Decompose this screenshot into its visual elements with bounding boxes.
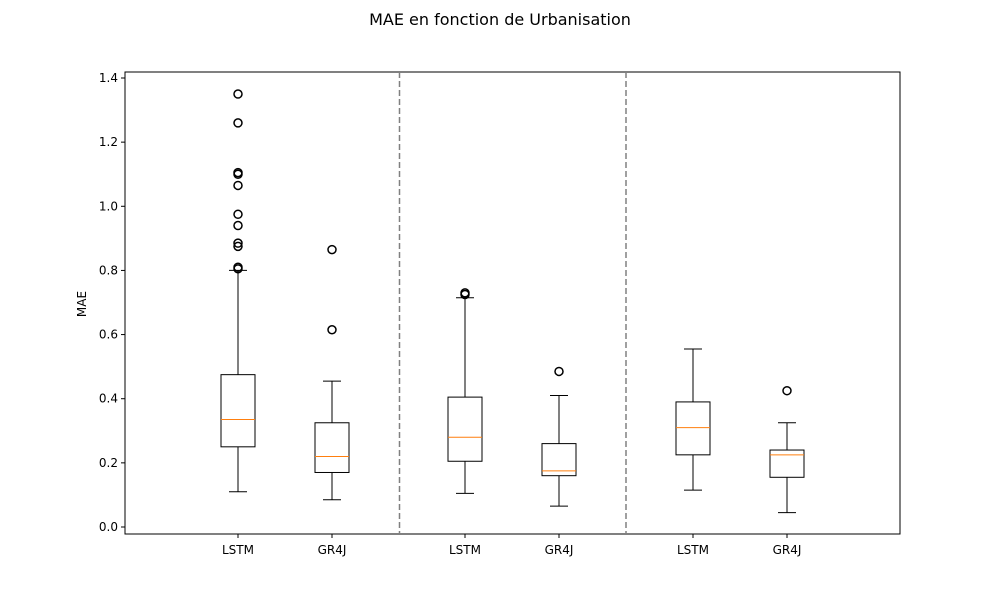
y-tick-label: 0.6 <box>99 328 118 342</box>
x-tick-label: GR4J <box>545 543 574 557</box>
chart-title: MAE en fonction de Urbanisation <box>369 10 631 29</box>
box-iqr <box>769 449 805 478</box>
y-tick-label: 1.0 <box>99 199 118 213</box>
x-tick-label: LSTM <box>677 543 709 557</box>
y-tick-label: 0.4 <box>99 392 118 406</box>
outlier-point <box>233 89 243 99</box>
plot-frame <box>124 71 901 535</box>
y-tick-label: 1.2 <box>99 135 118 149</box>
outlier-point <box>327 325 337 335</box>
box-iqr <box>541 443 577 477</box>
box-iqr <box>220 374 256 448</box>
outlier-point <box>782 385 792 396</box>
outlier-point <box>460 288 470 298</box>
outlier-point <box>233 238 243 248</box>
outlier-point <box>554 366 564 377</box>
x-tick-label: LSTM <box>222 543 254 557</box>
box-iqr <box>675 401 711 456</box>
outlier-point <box>233 241 243 252</box>
outlier-point <box>233 220 243 231</box>
box-iqr <box>447 396 483 462</box>
outlier-point <box>327 244 337 255</box>
plot-area: 0.0 0.2 0.4 0.6 0.8 1.0 1.2 1.4 LSTM GR4J LSTM GR4J… <box>99 71 901 557</box>
y-axis-label: MAE <box>75 291 89 317</box>
outlier-point <box>233 262 243 272</box>
y-tick-label: 0.8 <box>99 263 118 277</box>
outlier-point <box>233 167 243 178</box>
box-iqr <box>314 422 350 473</box>
x-tick-label: GR4J <box>773 543 802 557</box>
x-tick-label: GR4J <box>318 543 347 557</box>
y-tick-label: 0.0 <box>99 520 118 534</box>
y-tick-label: 0.2 <box>99 456 118 470</box>
outlier-point <box>233 180 243 191</box>
y-tick-label: 1.4 <box>99 71 118 85</box>
x-tick-label: LSTM <box>449 543 481 557</box>
outlier-point <box>233 118 243 128</box>
outlier-point <box>233 209 243 220</box>
